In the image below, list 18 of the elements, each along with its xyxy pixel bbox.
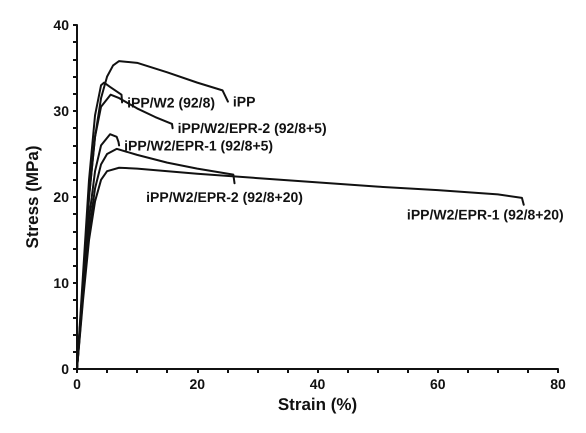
- x-axis-title: Strain (%): [278, 394, 358, 414]
- series-label: iPP/W2 (92/8): [127, 94, 216, 110]
- x-tick-label: 0: [73, 376, 82, 392]
- y-tick-label: 10: [53, 275, 70, 291]
- x-tick-label: 60: [430, 376, 446, 392]
- y-tick-label: 30: [53, 103, 70, 119]
- x-tick-label: 40: [310, 376, 326, 392]
- series-label: iPP/W2/EPR-1 (92/8+20): [406, 206, 564, 223]
- series-label: iPP/W2/EPR-2 (92/8+20): [146, 189, 303, 206]
- x-tick-label: 20: [189, 376, 206, 392]
- series-label: iPP/W2/EPR-2 (92/8+5): [178, 120, 327, 136]
- y-tick-label: 20: [53, 189, 70, 205]
- series-label: iPP/W2/EPR-1 (92/8+5): [124, 137, 274, 154]
- y-tick-label: 0: [61, 361, 70, 377]
- y-tick-label: 40: [53, 17, 70, 33]
- x-tick-label: 80: [550, 376, 566, 392]
- series-label: iPP: [232, 94, 256, 110]
- y-axis-title: Stress (MPa): [23, 146, 42, 248]
